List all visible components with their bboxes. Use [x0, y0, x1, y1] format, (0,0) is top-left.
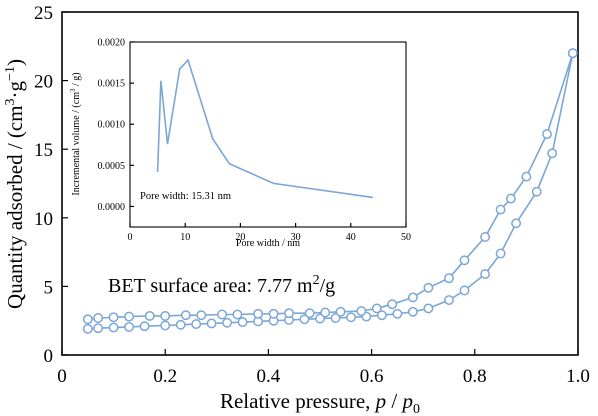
data-point	[480, 269, 491, 280]
x-tick-label: 0.8	[463, 366, 487, 387]
y-tick-label: 5	[44, 277, 54, 298]
data-point	[505, 193, 516, 204]
x-tick-label: 0.2	[153, 366, 177, 387]
x-tick-label: 0	[128, 232, 133, 243]
data-point	[320, 307, 331, 318]
data-point	[160, 310, 171, 321]
y-tick-label: 0	[44, 346, 54, 367]
data-point	[387, 299, 398, 310]
x-tick-label: 30	[291, 232, 301, 243]
data-point	[392, 308, 403, 319]
data-point	[459, 255, 470, 266]
x-tick-label: 40	[346, 232, 356, 243]
data-point	[407, 292, 418, 303]
main-axis-ticks: 0 0.2 0.4 0.6 0.8 1.0 0 5 10 15 20 25	[34, 3, 590, 387]
main-y-axis-title: Quantity adsorbed / (cm3·g−1)	[3, 59, 27, 309]
data-point	[315, 313, 325, 324]
main-plot-frame	[61, 11, 579, 356]
y-tick-label: 0.0005	[98, 161, 126, 172]
main-x-axis-title: Relative pressure, p / p0	[220, 389, 420, 416]
data-point	[511, 218, 522, 229]
x-tick-label: 50	[401, 232, 411, 243]
data-point	[124, 311, 135, 322]
data-point	[237, 317, 248, 328]
y-tick-label: 25	[34, 3, 53, 24]
data-point	[356, 306, 367, 317]
data-point	[206, 318, 217, 329]
data-point	[139, 321, 150, 332]
x-tick-label: 0.4	[257, 366, 281, 387]
series-line-1	[156, 58, 374, 199]
data-point	[108, 312, 119, 323]
data-point	[567, 48, 578, 59]
data-point	[444, 273, 454, 284]
data-point	[444, 295, 454, 306]
data-point	[335, 306, 346, 317]
data-point	[160, 320, 171, 331]
data-point	[217, 309, 227, 320]
data-point	[495, 204, 506, 215]
y-tick-label: 0.0000	[98, 202, 126, 213]
data-point	[423, 303, 434, 314]
data-point	[253, 308, 264, 319]
data-point	[346, 312, 356, 323]
inset-axis-ticks: 0 10 20 30 40 50 0.0000 0.0005 0.0010 0.0015 0.002…	[98, 38, 412, 244]
y-tick-label: 20	[34, 72, 53, 93]
data-point	[521, 171, 532, 182]
data-point	[191, 319, 202, 330]
data-point	[531, 186, 542, 197]
inset-y-axis-title: Incremental volume / (cm3 / g)	[69, 72, 82, 195]
data-point	[232, 309, 243, 320]
data-point	[180, 310, 191, 321]
data-point	[284, 308, 294, 319]
data-point	[304, 308, 315, 319]
x-tick-label: 0	[57, 366, 67, 387]
data-point	[108, 322, 119, 333]
x-tick-label: 1.0	[566, 366, 590, 387]
data-point	[376, 310, 387, 321]
x-tick-label: 0.6	[360, 366, 384, 387]
data-point	[196, 310, 207, 321]
y-tick-label: 0.0020	[98, 38, 126, 49]
data-point	[268, 308, 279, 319]
data-point	[423, 282, 434, 293]
data-point	[144, 310, 155, 321]
data-point	[222, 317, 233, 328]
inset-x-axis-title: Pore width / nm	[236, 238, 300, 249]
data-point	[82, 323, 93, 334]
inset-series-group	[156, 58, 374, 199]
y-tick-label: 0.0010	[98, 120, 126, 131]
data-point	[330, 313, 341, 323]
data-point	[371, 303, 382, 314]
data-point	[480, 232, 491, 242]
data-point	[124, 321, 135, 332]
main-series-group	[82, 48, 578, 334]
x-tick-label: 10	[180, 232, 190, 243]
y-tick-label: 10	[34, 209, 53, 230]
data-point	[542, 129, 552, 140]
data-point	[82, 314, 93, 325]
data-point	[547, 148, 558, 159]
data-point	[175, 319, 186, 330]
data-point	[495, 248, 506, 259]
bet-surface-area-annotation: BET surface area: 7.77 m2/g	[108, 273, 335, 297]
x-tick-label: 20	[235, 232, 245, 243]
data-point	[299, 314, 310, 325]
data-point	[93, 313, 104, 323]
data-point	[93, 323, 104, 334]
data-point	[407, 306, 418, 317]
y-tick-label: 15	[34, 140, 53, 161]
data-point	[459, 285, 470, 296]
y-tick-label: 0.0015	[98, 79, 126, 90]
pore-width-annotation: Pore width: 15.31 nm	[140, 191, 231, 202]
